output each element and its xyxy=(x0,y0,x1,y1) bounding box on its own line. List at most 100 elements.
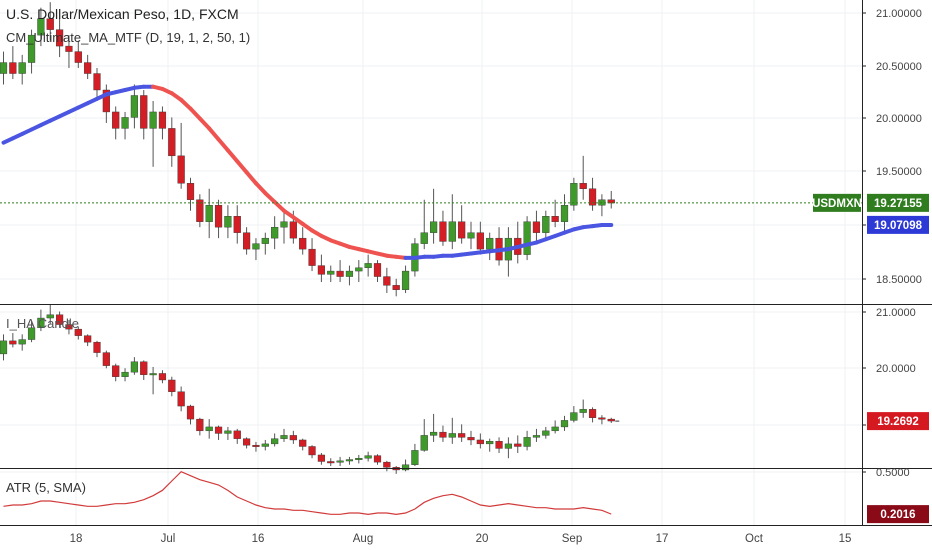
candle-body xyxy=(271,438,279,445)
candle-body xyxy=(364,455,372,459)
ma-line xyxy=(1,84,614,260)
candle-body xyxy=(420,232,428,244)
atr-value-badge: 0.2016 xyxy=(867,505,929,524)
candle-body xyxy=(196,418,204,432)
candle-body xyxy=(130,361,139,373)
candle-body xyxy=(224,430,232,434)
candle-body xyxy=(205,426,213,432)
candle-body xyxy=(261,443,269,447)
candle-body xyxy=(130,95,139,118)
candle-body xyxy=(532,435,541,438)
candle-body xyxy=(392,285,400,290)
ma-value-badge: 19.07098 xyxy=(867,215,929,234)
grid xyxy=(0,0,862,525)
candle-body xyxy=(355,267,363,272)
candle-body xyxy=(56,314,64,325)
x-tick-label: 16 xyxy=(252,533,265,545)
candle-body xyxy=(289,435,297,441)
last-price-badge-bg xyxy=(867,193,929,212)
candle-body xyxy=(65,45,73,52)
candle-body xyxy=(448,221,456,242)
candle-body xyxy=(598,417,606,420)
candle-body xyxy=(196,199,204,222)
candle-body xyxy=(140,95,148,129)
ma-value-badge-bg xyxy=(867,215,929,234)
candle-body xyxy=(336,270,344,277)
atr-value-badge-text: 0.2016 xyxy=(880,509,915,521)
candle-body xyxy=(364,263,372,268)
candle-body xyxy=(570,183,578,206)
candle-body xyxy=(74,328,82,336)
candle-body xyxy=(532,221,541,233)
candle-body xyxy=(383,461,391,468)
candle-body xyxy=(0,62,8,74)
candle-body xyxy=(102,89,110,113)
candle-body xyxy=(224,216,232,228)
candle-body xyxy=(439,431,447,438)
candle-body xyxy=(579,183,587,189)
candle-body xyxy=(37,18,45,36)
ha-candles xyxy=(0,305,615,474)
ma-segment xyxy=(225,148,240,164)
candle-body xyxy=(420,435,428,451)
candle-body xyxy=(46,18,54,30)
candle-body xyxy=(476,232,484,250)
candle-body xyxy=(560,420,569,428)
x-tick-label: 17 xyxy=(656,533,669,545)
candle-body xyxy=(140,361,148,375)
candle-body xyxy=(560,205,569,222)
candle-body xyxy=(27,34,36,63)
x-tick-label: 15 xyxy=(839,533,852,545)
candle-body xyxy=(430,221,438,233)
candle-body xyxy=(186,405,195,420)
candle-body xyxy=(9,62,17,74)
candle-body xyxy=(233,216,241,233)
candle-body xyxy=(242,438,251,446)
candle-body xyxy=(112,111,120,129)
ma-value-badge-text: 19.07098 xyxy=(874,220,923,232)
price-candles xyxy=(0,2,615,297)
symbol-badge-bg xyxy=(813,193,861,212)
candle-body xyxy=(93,73,101,91)
candle-body xyxy=(486,237,494,250)
ma-segment xyxy=(253,181,268,196)
candle-body xyxy=(523,437,531,447)
candle-body xyxy=(430,431,438,436)
candle-body xyxy=(84,62,92,74)
candle-body xyxy=(102,352,110,366)
ma-segment xyxy=(197,116,212,131)
atr-line xyxy=(3,470,612,515)
y-tick-label: 21.00000 xyxy=(876,8,922,20)
candle-body xyxy=(411,450,419,465)
candle-body xyxy=(467,232,475,239)
candle-body xyxy=(383,276,391,286)
candle-body xyxy=(458,433,466,438)
candle-body xyxy=(252,444,260,447)
candle-body xyxy=(168,379,176,392)
candle-body xyxy=(588,188,597,206)
candle-body xyxy=(401,270,410,290)
candle-body xyxy=(299,237,307,250)
candle-body xyxy=(74,51,82,63)
candle-body xyxy=(214,426,223,434)
candle-body xyxy=(56,29,64,47)
candle-body xyxy=(327,270,335,275)
candle-body xyxy=(355,458,363,460)
y-tick-label: 20.0000 xyxy=(876,363,916,375)
candle-body xyxy=(458,221,466,239)
candle-body xyxy=(570,412,578,421)
candle-body xyxy=(588,409,597,418)
candle-body xyxy=(476,439,484,445)
candle-body xyxy=(317,265,326,275)
ha-indicator-label: I_HA Candle xyxy=(6,316,79,331)
candle-body xyxy=(0,340,8,355)
candle-body xyxy=(84,335,92,343)
candle-body xyxy=(448,433,456,438)
candle-body xyxy=(121,117,129,129)
candle-body xyxy=(542,216,550,233)
candle-body xyxy=(112,365,120,377)
candle-body xyxy=(401,464,410,471)
candle-body xyxy=(93,341,101,353)
candle-body xyxy=(46,314,54,319)
